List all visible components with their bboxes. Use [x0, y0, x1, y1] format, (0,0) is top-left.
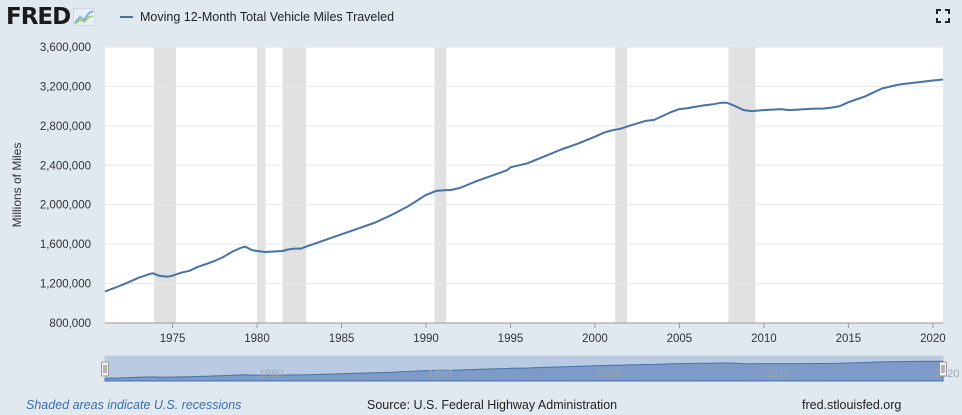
- x-tick-label: 1990: [413, 333, 439, 345]
- recession-band: [615, 47, 628, 323]
- navigator-handle-right[interactable]: [939, 361, 947, 377]
- fred-chart-icon: [73, 8, 96, 26]
- fullscreen-icon[interactable]: [936, 9, 950, 23]
- recession-shading: [153, 47, 756, 323]
- recession-band: [728, 47, 756, 323]
- series-line: [104, 78, 944, 293]
- x-tick-label: 2005: [667, 333, 693, 345]
- legend-swatch: [120, 16, 133, 18]
- site-link[interactable]: fred.stlouisfed.org: [802, 398, 902, 412]
- y-axis-label: Millions of Miles: [10, 143, 24, 228]
- fred-logo[interactable]: FRED: [6, 4, 96, 30]
- x-tick-label: 1975: [160, 333, 186, 345]
- x-tick-label: 2015: [836, 333, 862, 345]
- series-layer: [104, 78, 944, 293]
- x-axis-ticks: 1975 1980 1985 1990 1995 2000 2005 2010 2015 2020: [160, 323, 946, 345]
- chart-area: 800,000 1,200,000 1,600,000 2,000,000 2,400,…: [10, 42, 960, 382]
- navigator-series: [104, 360, 944, 382]
- navigator-label: 2010: [766, 368, 790, 380]
- x-tick-label: 1995: [498, 333, 524, 345]
- recession-band: [434, 47, 447, 323]
- y-tick-label: 3,200,000: [40, 81, 91, 93]
- chart-legend: Moving 12-Month Total Vehicle Miles Trav…: [120, 10, 394, 24]
- y-tick-label: 800,000: [49, 318, 91, 330]
- x-tick-label: 2020: [920, 333, 946, 345]
- x-tick-label: 2010: [751, 333, 777, 345]
- recession-band: [153, 47, 176, 323]
- x-tick-label: 2000: [582, 333, 608, 345]
- gridlines: [105, 46, 943, 324]
- y-tick-label: 1,600,000: [40, 239, 91, 251]
- recession-note[interactable]: Shaded areas indicate U.S. recessions: [26, 398, 242, 412]
- x-tick-label: 1985: [329, 333, 355, 345]
- navigator-label: 2000: [597, 368, 621, 380]
- y-tick-label: 2,800,000: [40, 121, 91, 133]
- y-tick-label: 3,600,000: [40, 42, 91, 54]
- recession-band: [282, 47, 307, 323]
- y-tick-label: 2,400,000: [40, 160, 91, 172]
- range-navigator[interactable]: 1980 1990 2000 2010 2020: [101, 355, 960, 382]
- navigator-label: 1980: [259, 368, 283, 380]
- legend-label: Moving 12-Month Total Vehicle Miles Trav…: [140, 10, 395, 24]
- navigator-label: 1990: [428, 368, 452, 380]
- plot-background: [105, 47, 943, 323]
- x-tick-label: 1980: [244, 333, 270, 345]
- y-tick-label: 2,000,000: [40, 200, 91, 212]
- source-text: Source: U.S. Federal Highway Administrat…: [367, 398, 618, 412]
- navigator-label: 2020: [935, 368, 959, 380]
- navigator-handle-left[interactable]: [101, 361, 109, 377]
- logo-text: FRED: [6, 4, 71, 30]
- y-tick-label: 1,200,000: [40, 279, 91, 291]
- y-axis-ticks: 800,000 1,200,000 1,600,000 2,000,000 2,400,…: [40, 42, 91, 330]
- recession-band: [257, 47, 266, 323]
